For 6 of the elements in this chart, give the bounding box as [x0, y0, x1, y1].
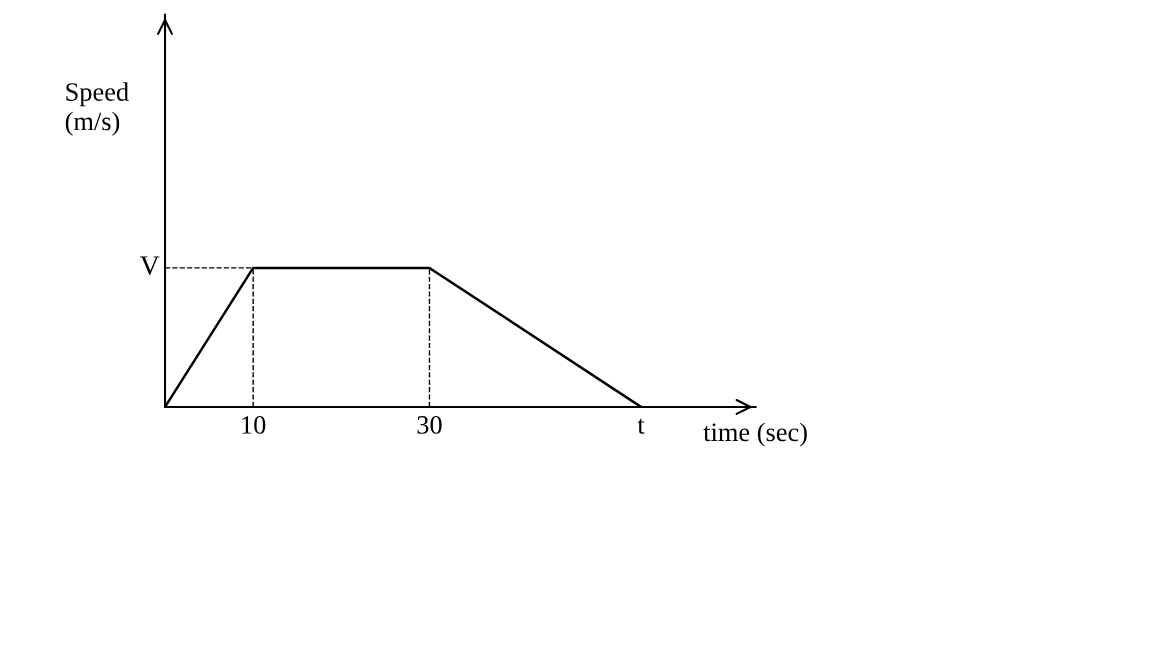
x-axis-title: time (sec) [703, 422, 807, 447]
text: Speed (m/s) [65, 82, 129, 136]
x-tick-label: 10 [242, 416, 266, 434]
x-tick-label: t [637, 418, 645, 434]
ref-line-label: V [139, 256, 160, 276]
x-tick-label: 30 [417, 416, 442, 434]
